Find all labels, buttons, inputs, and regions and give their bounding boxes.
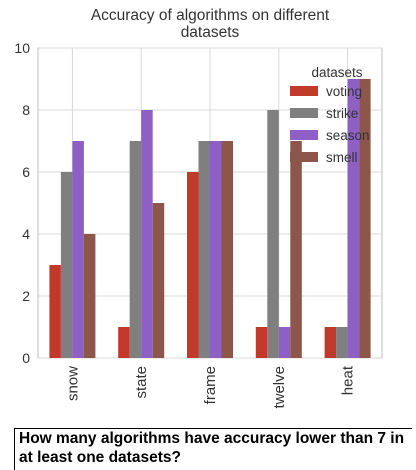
legend-label: strike (326, 106, 358, 121)
x-axis: snow state frame twelve heat (64, 365, 356, 408)
legend-swatch-voting (290, 86, 318, 96)
bar-voting-twelve (255, 327, 268, 358)
x-tick-label: frame (202, 366, 219, 404)
question-text: How many algorithms have accuracy lower … (14, 428, 412, 470)
bar-season-frame (210, 141, 222, 358)
bar-voting-heat (324, 327, 337, 358)
y-tick-label: 10 (14, 40, 30, 56)
bar-smell-snow (83, 234, 96, 358)
y-axis: 0 2 4 6 8 10 (14, 40, 30, 366)
bar-smell-twelve (290, 141, 302, 358)
chart-title-line: datasets (181, 24, 240, 41)
chart-title: Accuracy of algorithms on differentdatas… (91, 7, 330, 41)
x-tick-label: heat (340, 365, 357, 395)
legend-swatch-season (290, 130, 318, 140)
y-tick-label: 0 (22, 350, 30, 366)
bar-season-heat (347, 79, 360, 358)
legend-swatch-strike (290, 108, 318, 118)
bar-strike-state (129, 141, 142, 358)
bar-voting-state (118, 327, 130, 358)
y-tick-label: 2 (22, 288, 30, 304)
bar-voting-snow (49, 265, 61, 358)
y-tick-label: 8 (22, 102, 30, 118)
y-tick-label: 4 (22, 226, 30, 242)
chart-title-line: Accuracy of algorithms on different (91, 7, 330, 24)
bar-season-snow (72, 141, 84, 358)
bar-strike-snow (60, 172, 73, 358)
y-tick-label: 6 (22, 164, 30, 180)
bar-smell-heat (359, 79, 371, 358)
bar-smell-state (152, 203, 165, 358)
legend-label: smell (326, 150, 358, 165)
x-tick-label: twelve (271, 366, 288, 409)
bar-strike-twelve (267, 110, 279, 358)
legend-label: season (326, 128, 370, 143)
x-tick-label: snow (64, 366, 81, 401)
bars (49, 79, 371, 358)
bar-strike-frame (198, 141, 210, 358)
x-tick-label: state (133, 366, 150, 399)
legend-label: voting (326, 84, 362, 99)
bar-season-state (141, 110, 153, 358)
bar-smell-frame (221, 141, 233, 358)
bar-season-twelve (278, 327, 291, 358)
legend-swatch-smell (290, 152, 318, 162)
legend: datasets voting strike season smell (290, 65, 370, 165)
chart: Accuracy of algorithms on differentdatas… (14, 7, 383, 409)
legend-title: datasets (311, 65, 362, 80)
bar-voting-frame (187, 172, 199, 358)
bar-strike-heat (336, 327, 348, 358)
